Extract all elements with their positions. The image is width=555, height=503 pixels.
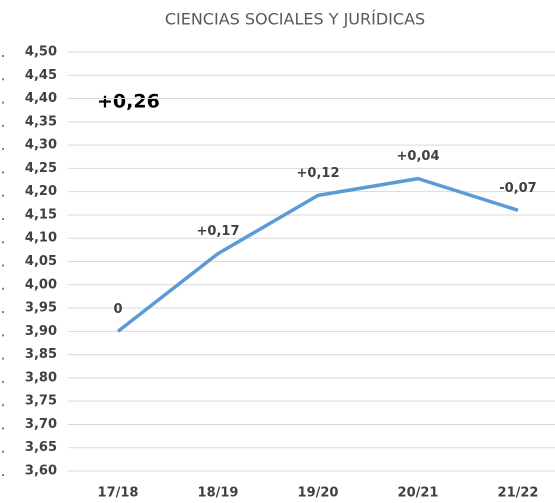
x-tick-label: 18/19	[198, 486, 239, 501]
y-tick-label: 4,50	[25, 45, 57, 60]
y-tick-label: 4,00	[25, 277, 57, 292]
y-tick-label: 3,70	[25, 417, 57, 432]
x-tick-label: 20/21	[398, 486, 439, 501]
y-tick-label: 4,10	[25, 231, 57, 246]
tick-dot	[2, 171, 4, 174]
y-tick-label: 3,90	[25, 324, 57, 339]
tick-dot	[2, 427, 4, 430]
x-tick-label: 17/18	[98, 486, 139, 501]
data-line	[116, 176, 519, 333]
y-tick-label: 3,65	[25, 440, 57, 455]
y-tick-label: 4,05	[25, 254, 57, 269]
y-tick-label: 4,20	[25, 184, 57, 199]
tick-dot	[2, 380, 4, 383]
annotation: +0,26	[97, 91, 160, 113]
tick-dot	[2, 55, 4, 57]
chart-title: CIENCIAS SOCIALES Y JURÍDICAS	[165, 10, 425, 29]
y-tick-label: 4,35	[25, 114, 57, 129]
y-tick-label: 3,95	[25, 301, 57, 316]
x-tick-label: 19/20	[298, 486, 339, 501]
y-tick-label: 4,15	[25, 207, 57, 222]
tick-dot	[2, 404, 4, 407]
tick-dot	[2, 78, 4, 81]
y-tick-label: 3,85	[25, 347, 57, 362]
tick-dot	[2, 194, 4, 197]
point-label: 0	[113, 302, 122, 317]
tick-dot	[2, 311, 4, 314]
y-tick-label: 4,40	[25, 91, 57, 106]
tick-dot	[2, 474, 4, 476]
tick-dot	[2, 334, 4, 337]
tick-dot	[2, 264, 4, 267]
point-label: +0,17	[197, 224, 240, 239]
y-tick-label: 3,75	[25, 394, 57, 409]
y-tick-label: 3,80	[25, 370, 57, 385]
point-label: -0,07	[499, 181, 536, 196]
tick-dot	[2, 148, 4, 151]
tick-dot	[2, 287, 4, 290]
tick-dot	[2, 124, 4, 127]
tick-dot	[2, 101, 4, 104]
x-tick-label: 21/22	[498, 486, 539, 501]
y-tick-label: 4,30	[25, 138, 57, 153]
tick-dot	[2, 357, 4, 360]
point-label: +0,12	[297, 166, 340, 181]
y-tick-label: 4,25	[25, 161, 57, 176]
tick-dot	[2, 217, 4, 220]
y-tick-label: 3,60	[25, 464, 57, 479]
point-label: +0,04	[397, 149, 440, 164]
y-tick-label: 4,45	[25, 68, 57, 83]
tick-dot	[2, 450, 4, 453]
tick-dot	[2, 241, 4, 244]
